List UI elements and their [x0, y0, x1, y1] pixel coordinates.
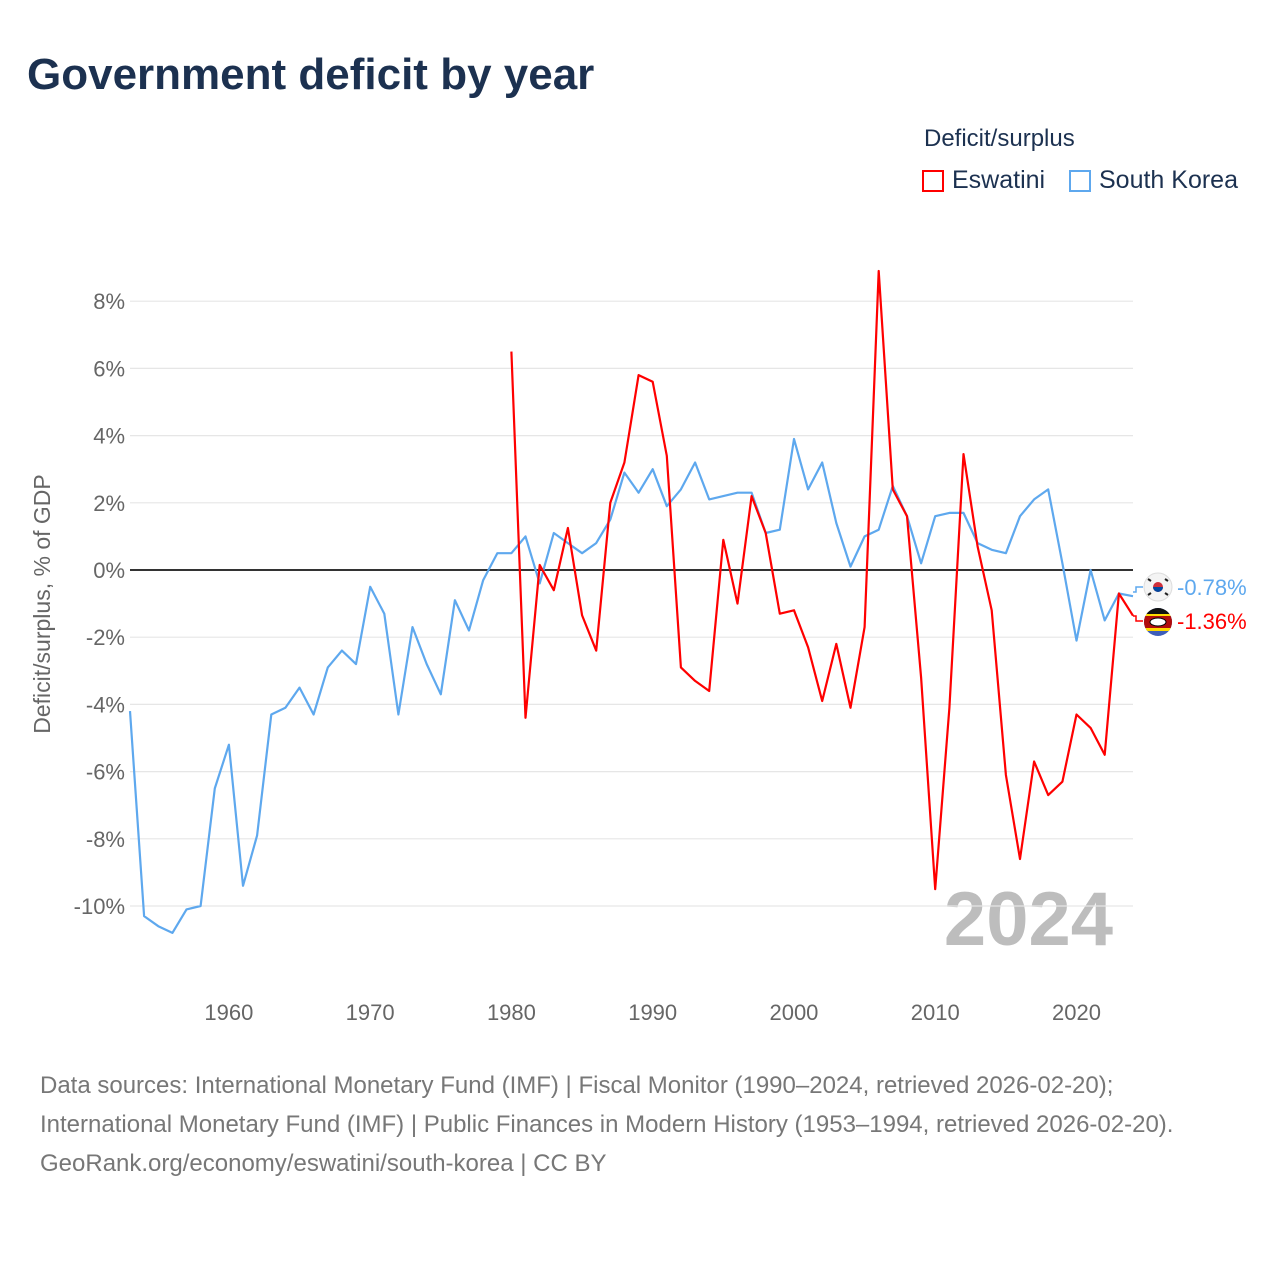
year-watermark: 2024 [943, 877, 1113, 962]
y-tick-label: -6% [86, 760, 125, 785]
data-points-south-korea [129, 438, 1134, 933]
data-points-eswatini [511, 270, 1134, 890]
data-sources: Data sources: International Monetary Fun… [40, 1072, 1174, 1138]
chart-title: Government deficit by year [27, 50, 595, 99]
footer: Data sources: International Monetary Fun… [40, 1066, 1240, 1183]
x-tick-label: 2010 [911, 1000, 960, 1025]
x-tick-label: 1980 [487, 1000, 536, 1025]
legend-title: Deficit/surplus [924, 125, 1075, 152]
y-tick-label: 4% [93, 424, 125, 449]
y-tick-label: -4% [86, 692, 125, 717]
legend-label-south-korea: South Korea [1099, 166, 1238, 194]
south-korea-flag-icon [1143, 572, 1173, 602]
x-tick-label: 2000 [769, 1000, 818, 1025]
eswatini-flag-icon [1144, 608, 1172, 636]
x-tick-label: 2020 [1052, 1000, 1101, 1025]
y-tick-label: 6% [93, 356, 125, 381]
series-line-south-korea[interactable] [128, 437, 1134, 935]
grid-lines [130, 300, 1133, 907]
series-lines [128, 269, 1134, 935]
legend-item-eswatini[interactable]: Eswatini [922, 166, 1045, 195]
credit-link[interactable]: GeoRank.org/economy/eswatini/south-korea… [40, 1150, 607, 1177]
end-value-eswatini: -1.36% [1177, 609, 1247, 634]
series-line-eswatini[interactable] [510, 269, 1134, 891]
y-axis-label: Deficit/surplus, % of GDP [29, 474, 55, 733]
legend-label-eswatini: Eswatini [952, 166, 1046, 194]
x-tick-label: 1990 [628, 1000, 677, 1025]
connector-south-korea [1133, 586, 1143, 593]
legend-item-south-korea[interactable]: South Korea [1069, 166, 1238, 195]
end-label-south-korea: -0.78% [1133, 572, 1247, 602]
end-label-eswatini: -1.36% [1133, 608, 1247, 636]
legend-swatch-eswatini [922, 169, 944, 192]
x-axis-ticks: 1960 1970 1980 1990 2000 2010 2020 [204, 1000, 1101, 1025]
y-tick-label: -2% [86, 625, 125, 650]
x-tick-label: 1970 [346, 1000, 395, 1025]
y-tick-label: -8% [86, 827, 125, 852]
legend-swatch-south-korea [1069, 169, 1091, 192]
y-tick-label: -10% [74, 894, 125, 919]
connector-eswatini [1133, 615, 1143, 622]
y-tick-label: 2% [93, 491, 125, 516]
y-tick-label: 8% [93, 289, 125, 314]
x-tick-label: 1960 [204, 1000, 253, 1025]
y-axis-ticks: -10% -8% -6% -4% -2% 0% 2% 4% 6% 8% [74, 289, 125, 919]
y-tick-label: 0% [93, 558, 125, 583]
line-chart: -10%-8%-6%-4%-2%0%2%4%6%8% 1960 1970 1980 1… [29, 269, 1247, 1025]
end-value-south-korea: -0.78% [1177, 575, 1247, 600]
